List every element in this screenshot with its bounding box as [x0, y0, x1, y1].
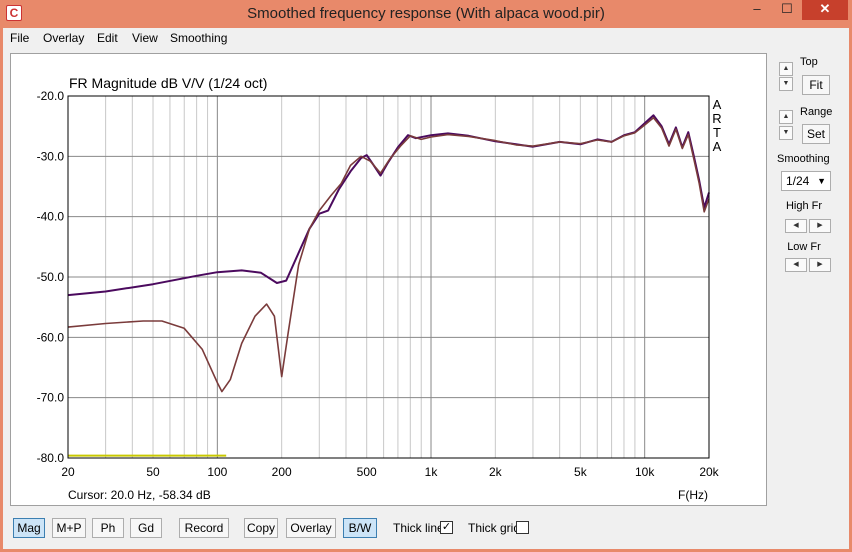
watermark-letter: A — [713, 97, 722, 112]
record-button[interactable]: Record — [179, 518, 229, 538]
smoothing-select[interactable]: 1/24 ▼ — [781, 171, 831, 191]
range-label: Range — [800, 106, 833, 118]
series-line — [67, 116, 710, 393]
menu-overlay[interactable]: Overlay — [43, 31, 85, 45]
low-fr-left-button[interactable]: ◀ — [785, 258, 807, 272]
group-delay-button[interactable]: Gd — [130, 518, 162, 538]
y-tick-label: -80.0 — [37, 451, 65, 465]
set-button[interactable]: Set — [802, 124, 830, 144]
y-tick-label: -60.0 — [37, 330, 65, 344]
x-tick-label: 20k — [699, 465, 719, 479]
x-tick-label: 100 — [207, 465, 227, 479]
watermark-letter: A — [713, 139, 722, 154]
phase-button[interactable]: Ph — [92, 518, 124, 538]
mag-phase-button[interactable]: M+P — [52, 518, 86, 538]
menu-edit[interactable]: Edit — [97, 31, 118, 45]
x-tick-label: 10k — [635, 465, 655, 479]
x-tick-label: 2k — [489, 465, 503, 479]
plot-border — [67, 95, 710, 459]
x-tick-label: 20 — [61, 465, 75, 479]
plot-frame[interactable]: -20.0 -30.0 -40.0 -50.0 -60.0 -70.0 -80.0 20 50… — [10, 53, 767, 506]
high-fr-left-button[interactable]: ◀ — [785, 219, 807, 233]
watermark-letter: T — [713, 125, 721, 140]
thick-line-label: Thick line — [393, 521, 444, 535]
y-tick-label: -40.0 — [37, 210, 65, 224]
fit-button[interactable]: Fit — [802, 75, 830, 95]
chart-title: FR Magnitude dB V/V (1/24 oct) — [69, 75, 267, 91]
copy-button[interactable]: Copy — [244, 518, 278, 538]
app-icon[interactable]: C — [6, 5, 22, 21]
x-tick-label: 500 — [357, 465, 377, 479]
top-up-button[interactable]: ▲ — [779, 62, 793, 76]
x-tick-label: 1k — [425, 465, 439, 479]
high-fr-label: High Fr — [785, 200, 823, 212]
mag-button[interactable]: Mag — [13, 518, 45, 538]
y-tick-label: -50.0 — [37, 270, 65, 284]
y-tick-label: -20.0 — [37, 89, 65, 103]
client-area: File Overlay Edit View Smoothing -20.0 -3… — [3, 28, 849, 549]
grid-lines — [67, 95, 710, 459]
close-button[interactable]: ✕ — [802, 0, 848, 20]
menu-file[interactable]: File — [10, 31, 30, 45]
x-tick-label: 5k — [574, 465, 588, 479]
x-tick-label: 50 — [146, 465, 160, 479]
watermark-letter: R — [712, 111, 721, 126]
y-tick-label: -30.0 — [37, 149, 65, 163]
bw-button[interactable]: B/W — [343, 518, 377, 538]
cursor-readout: Cursor: 20.0 Hz, -58.34 dB — [68, 488, 211, 502]
thick-grid-checkbox[interactable] — [516, 521, 529, 534]
minimize-button[interactable]: – — [753, 1, 761, 16]
top-label: Top — [800, 56, 818, 68]
thick-grid-label: Thick grid — [468, 521, 521, 535]
menu-smoothing[interactable]: Smoothing — [170, 31, 228, 45]
window-title: Smoothed frequency response (With alpaca… — [247, 5, 605, 22]
maximize-button[interactable]: ☐ — [781, 1, 793, 16]
series-line — [67, 114, 710, 297]
range-down-button[interactable]: ▼ — [779, 126, 793, 140]
smoothing-label: Smoothing — [777, 153, 830, 165]
menu-bar: File Overlay Edit View Smoothing — [3, 28, 849, 48]
low-fr-label: Low Fr — [787, 241, 821, 253]
low-fr-right-button[interactable]: ▶ — [809, 258, 831, 272]
x-tick-labels: 20 50 100 200 500 1k 2k 5k 10k 20k — [61, 465, 719, 479]
y-tick-labels: -20.0 -30.0 -40.0 -50.0 -60.0 -70.0 -80.0 — [37, 89, 65, 465]
title-bar: C Smoothed frequency response (With alpa… — [0, 0, 852, 28]
high-fr-right-button[interactable]: ▶ — [809, 219, 831, 233]
top-down-button[interactable]: ▼ — [779, 77, 793, 91]
overlay-button[interactable]: Overlay — [286, 518, 336, 538]
chevron-down-icon: ▼ — [817, 176, 826, 186]
series-lines — [67, 114, 710, 457]
menu-view[interactable]: View — [132, 31, 158, 45]
x-tick-label: 200 — [272, 465, 292, 479]
range-up-button[interactable]: ▲ — [779, 110, 793, 124]
x-axis-label: F(Hz) — [678, 488, 708, 502]
smoothing-value: 1/24 — [786, 174, 810, 188]
frequency-response-chart[interactable]: -20.0 -30.0 -40.0 -50.0 -60.0 -70.0 -80.0 20 50… — [11, 54, 766, 505]
y-tick-label: -70.0 — [37, 391, 65, 405]
thick-line-checkbox[interactable]: ✓ — [440, 521, 453, 534]
